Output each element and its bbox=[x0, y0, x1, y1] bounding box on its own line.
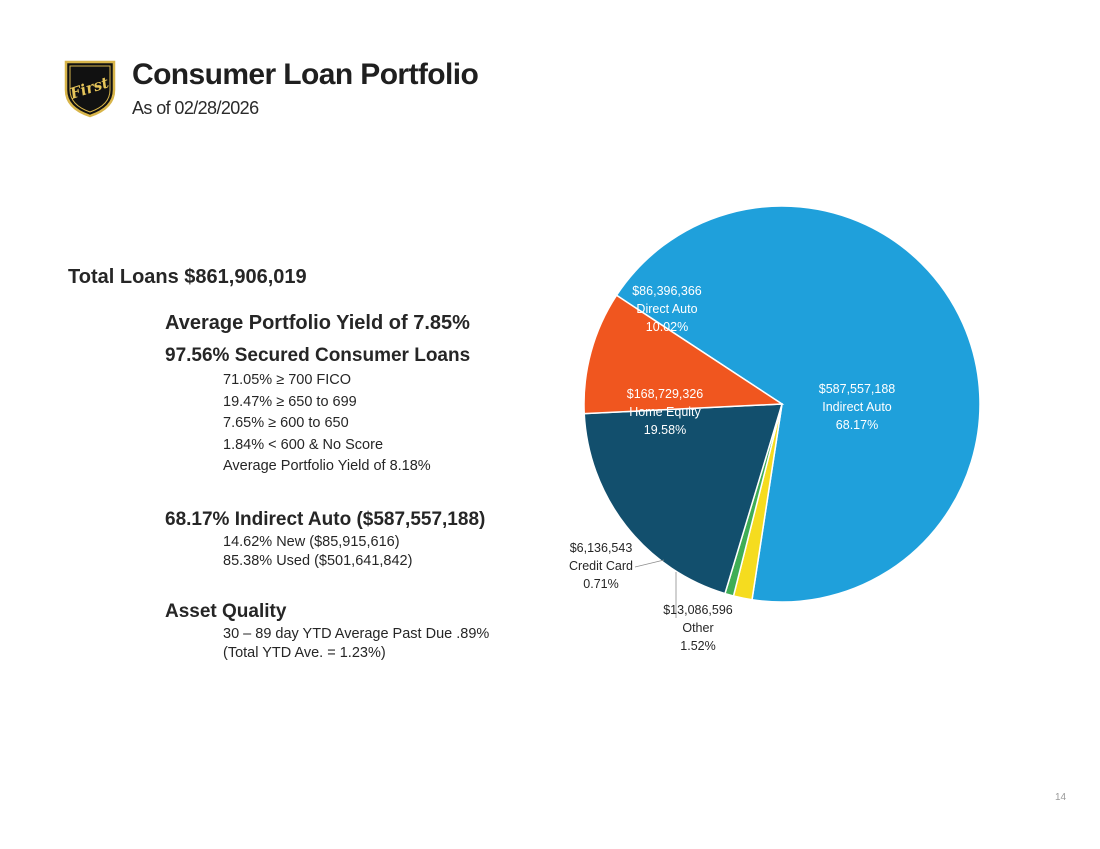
list-item: 71.05% ≥ 700 FICO bbox=[223, 372, 352, 388]
pie-slice-home-equity bbox=[583, 403, 784, 595]
data-label-home-equity-value: $168,729,326 bbox=[627, 387, 704, 401]
average-yield-heading: Average Portfolio Yield of 7.85% bbox=[165, 312, 470, 334]
page-title: Consumer Loan Portfolio bbox=[132, 58, 479, 91]
pie-slice-direct-auto bbox=[583, 294, 785, 415]
data-label-home-equity-percent: 19.58% bbox=[644, 423, 686, 437]
data-label-direct-auto-value: $86,396,366 bbox=[632, 284, 702, 298]
list-item: 30 – 89 day YTD Average Past Due .89% bbox=[223, 626, 490, 642]
data-label-other-category: Other bbox=[682, 621, 713, 635]
data-label-indirect-auto-category: Indirect Auto bbox=[822, 400, 892, 414]
data-label-credit-card-percent: 0.71% bbox=[583, 577, 618, 591]
list-item: 85.38% Used ($501,641,842) bbox=[223, 552, 413, 569]
data-label-indirect-auto-value: $587,557,188 bbox=[819, 382, 896, 396]
list-item: 19.47% ≥ 650 to 699 bbox=[223, 393, 357, 410]
page-number: 14 bbox=[1055, 792, 1067, 803]
page-subtitle: As of 02/28/2026 bbox=[132, 98, 259, 118]
list-item: 7.65% ≥ 600 to 650 bbox=[223, 415, 349, 431]
asset-quality-list: 30 – 89 day YTD Average Past Due .89% (T… bbox=[223, 625, 489, 662]
data-label-direct-auto-percent: 10.02% bbox=[646, 320, 688, 334]
data-label-indirect-auto-percent: 68.17% bbox=[836, 418, 878, 432]
indirect-auto-list: 14.62% New ($85,915,616) 85.38% Used ($5… bbox=[223, 533, 412, 570]
data-label-credit-card-category: Credit Card bbox=[569, 559, 633, 573]
logo: First bbox=[64, 60, 116, 118]
leader-line-credit-card bbox=[634, 559, 665, 568]
list-item: 14.62% New ($85,915,616) bbox=[223, 534, 400, 550]
secured-loans-list: 71.05% ≥ 700 FICO 19.47% ≥ 650 to 699 7.… bbox=[223, 370, 431, 478]
asset-quality-heading: Asset Quality bbox=[165, 601, 287, 622]
data-label-other-percent: 1.52% bbox=[680, 639, 715, 653]
data-label-credit-card-value: $6,136,543 bbox=[570, 541, 633, 555]
data-label-home-equity-category: Home Equity bbox=[629, 405, 701, 419]
secured-loans-heading: 97.56% Secured Consumer Loans bbox=[165, 345, 471, 366]
data-label-direct-auto-category: Direct Auto bbox=[636, 302, 697, 316]
pie-slice-indirect-auto bbox=[615, 205, 981, 603]
data-label-other-value: $13,086,596 bbox=[663, 603, 733, 617]
indirect-auto-heading: 68.17% Indirect Auto ($587,557,188) bbox=[165, 509, 486, 530]
list-item: 1.84% < 600 & No Score bbox=[223, 436, 384, 453]
list-item: (Total YTD Ave. = 1.23%) bbox=[223, 644, 386, 661]
total-loans: Total Loans $861,906,019 bbox=[68, 266, 307, 288]
list-item: Average Portfolio Yield of 8.18% bbox=[223, 458, 431, 474]
